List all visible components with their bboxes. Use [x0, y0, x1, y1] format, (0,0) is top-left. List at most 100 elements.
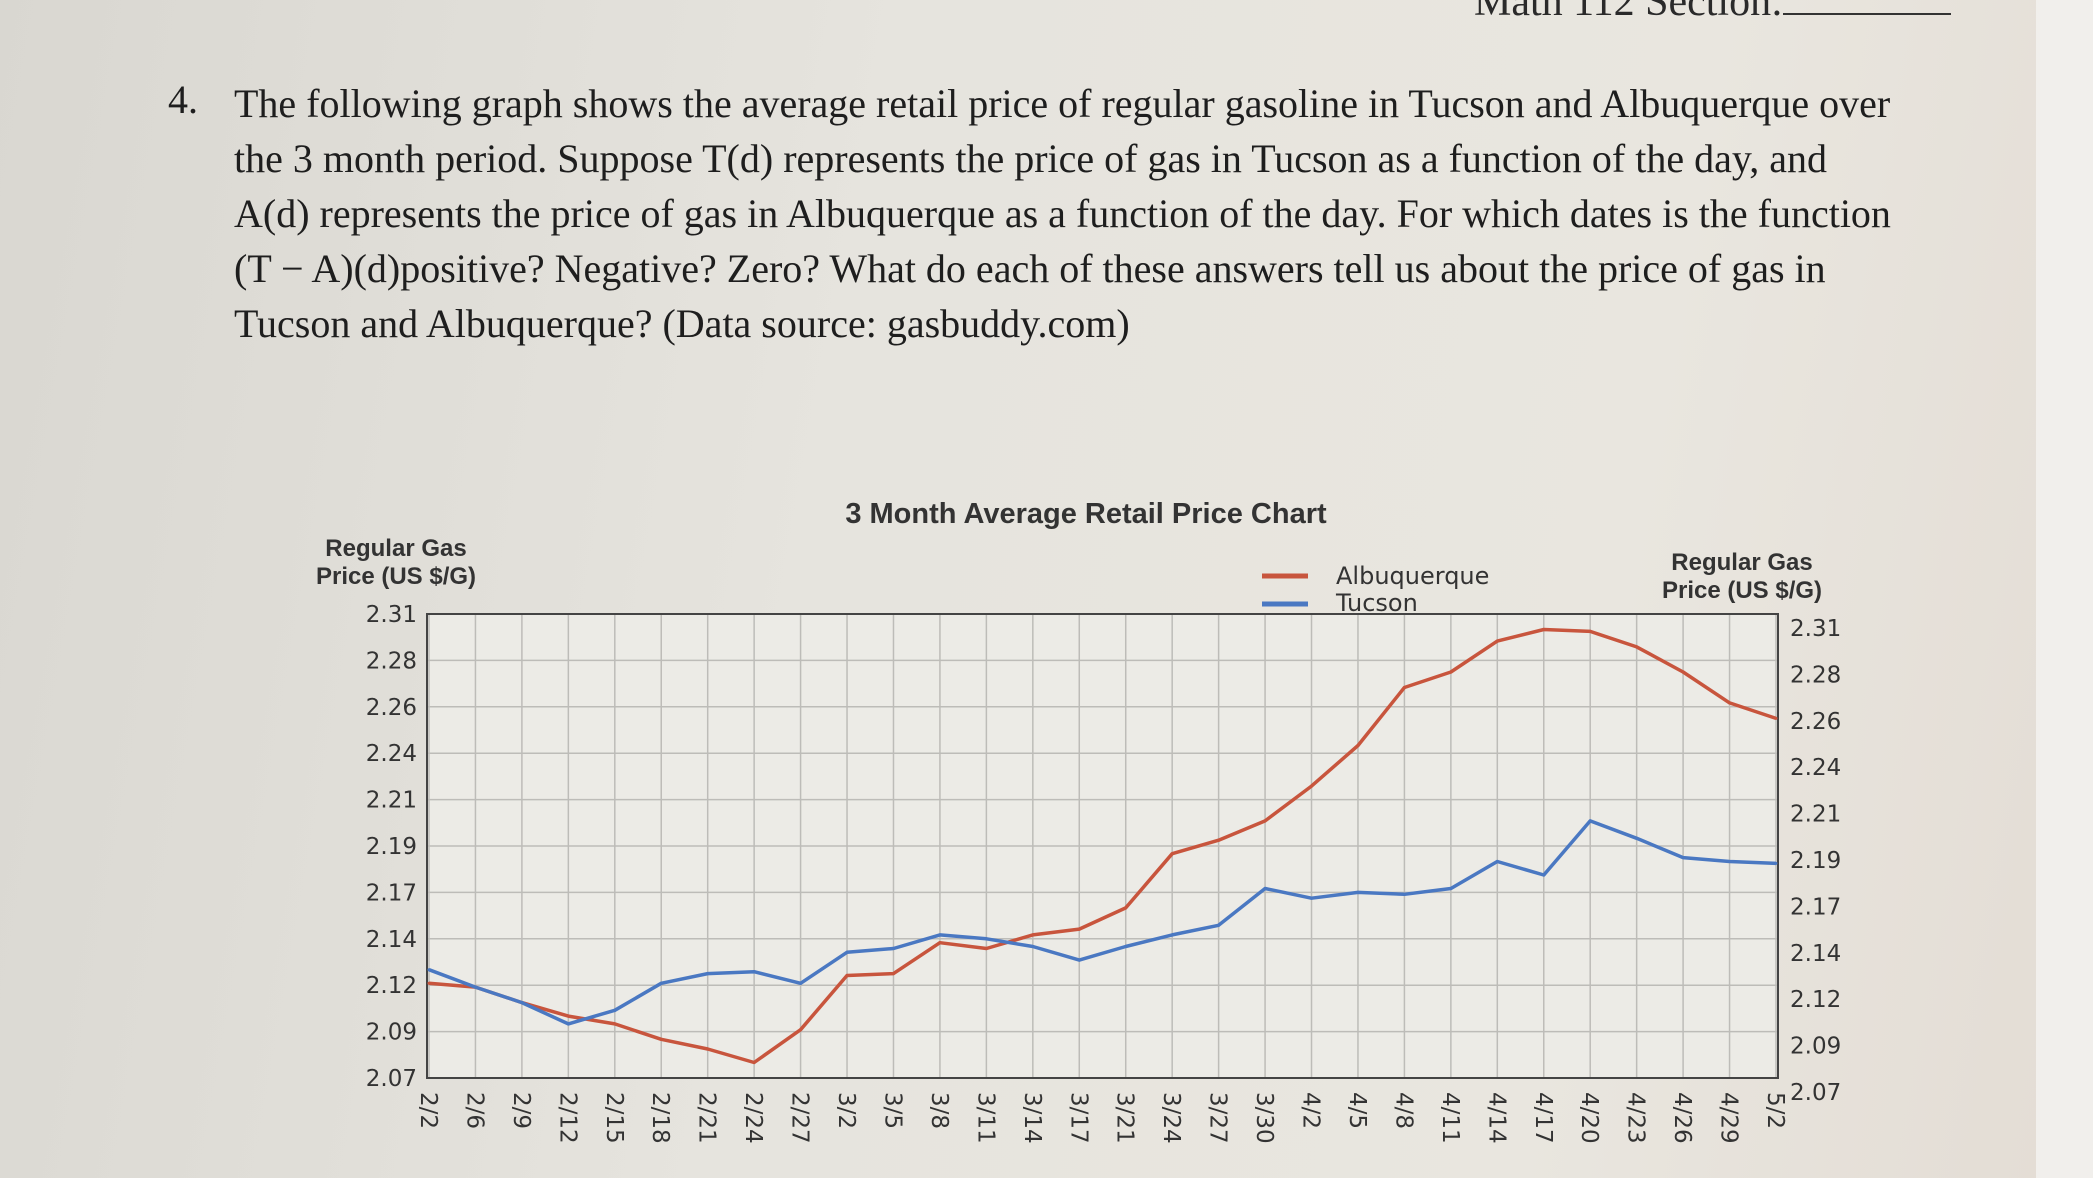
data-point-albuquerque	[1774, 716, 1778, 720]
data-point-albuquerque	[1402, 685, 1406, 689]
series-line-albuquerque	[428, 627, 1777, 1065]
right-y-tick-label: 2.07	[1790, 1080, 1841, 1106]
data-point-albuquerque	[1635, 645, 1639, 649]
left-y-tick-label: 2.14	[366, 927, 417, 953]
data-point-tucson	[1728, 859, 1732, 863]
legend-label-tucson: Tucson	[1335, 589, 1418, 617]
data-point-tucson	[613, 1008, 617, 1012]
data-point-tucson	[1588, 819, 1592, 823]
data-point-tucson	[1356, 890, 1360, 894]
data-point-albuquerque	[1588, 629, 1592, 633]
data-point-albuquerque	[752, 1061, 756, 1065]
x-tick-label: 2/15	[601, 1092, 627, 1144]
x-tick-label: 4/2	[1298, 1092, 1324, 1129]
question-line: (T − A)(d)positive? Negative? Zero? What…	[234, 246, 1826, 291]
x-tick-label: 2/12	[554, 1092, 580, 1144]
x-tick-label: 3/30	[1251, 1092, 1277, 1144]
data-point-tucson	[1402, 892, 1406, 896]
data-point-tucson	[706, 972, 710, 976]
x-tick-label: 2/6	[461, 1092, 487, 1129]
data-point-albuquerque	[1124, 906, 1128, 910]
data-point-tucson	[938, 933, 942, 937]
data-point-albuquerque	[845, 974, 849, 978]
question-line: the 3 month period. Suppose T(d) represe…	[234, 136, 1828, 181]
data-point-tucson	[1077, 958, 1081, 962]
section-label: Math 112 Section:	[1474, 0, 1783, 25]
data-point-tucson	[473, 985, 477, 989]
right-y-tick-label: 2.21	[1790, 802, 1841, 828]
data-point-tucson	[659, 981, 663, 985]
left-y-tick-label: 2.21	[366, 788, 417, 814]
x-tick-label: 4/5	[1344, 1092, 1370, 1129]
legend-label-albuquerque: Albuquerque	[1336, 562, 1489, 590]
right-y-tick-label: 2.26	[1790, 709, 1841, 735]
right-y-tick-label: 2.12	[1790, 987, 1841, 1013]
data-point-albuquerque	[1263, 819, 1267, 823]
data-point-tucson	[427, 968, 431, 972]
data-point-tucson	[1635, 836, 1639, 840]
right-y-tick-label: 2.09	[1790, 1034, 1841, 1060]
chart-title: 3 Month Average Retail Price Chart	[845, 498, 1327, 530]
data-point-albuquerque	[1495, 639, 1499, 643]
right-axis-label-line2: Price (US $/G)	[1662, 577, 1822, 604]
x-tick-label: 4/11	[1437, 1092, 1463, 1144]
page-edge	[2036, 0, 2093, 1178]
x-tick-label: 4/23	[1623, 1092, 1649, 1144]
left-y-tick-label: 2.09	[366, 1020, 417, 1046]
data-point-albuquerque	[1542, 627, 1546, 631]
x-tick-label: 3/24	[1158, 1092, 1184, 1144]
data-point-tucson	[1495, 859, 1499, 863]
right-axis-label-line1: Regular Gas	[1671, 549, 1812, 576]
x-tick-label: 2/2	[415, 1092, 441, 1129]
question-line: Tucson and Albuquerque? (Data source: ga…	[234, 301, 1130, 346]
data-point-tucson	[1217, 923, 1221, 927]
data-point-albuquerque	[566, 1014, 570, 1018]
x-tick-label: 4/17	[1530, 1092, 1556, 1144]
left-y-tick-label: 2.24	[366, 741, 417, 767]
left-axis-label-line1: Regular Gas	[325, 535, 466, 562]
data-point-tucson	[1263, 887, 1267, 891]
data-point-tucson	[1031, 945, 1035, 949]
data-point-tucson	[891, 946, 895, 950]
data-point-tucson	[984, 937, 988, 941]
series-line-tucson	[428, 819, 1777, 1026]
data-point-tucson	[1170, 933, 1174, 937]
data-point-albuquerque	[659, 1037, 663, 1041]
left-y-tick-label: 2.28	[366, 648, 417, 674]
data-point-albuquerque	[984, 946, 988, 950]
left-y-tick-label: 2.12	[366, 973, 417, 999]
right-y-tick-label: 2.14	[1790, 941, 1841, 967]
data-point-albuquerque	[1170, 852, 1174, 856]
left-y-tick-label: 2.07	[366, 1066, 417, 1092]
left-y-tick-label: 2.17	[366, 880, 417, 906]
right-y-tick-label: 2.24	[1790, 755, 1841, 781]
question-text: The following graph shows the average re…	[234, 76, 1954, 351]
data-point-tucson	[1124, 945, 1128, 949]
data-point-tucson	[752, 970, 756, 974]
x-tick-label: 3/5	[879, 1092, 905, 1129]
question-line: The following graph shows the average re…	[234, 81, 1891, 126]
data-point-albuquerque	[1310, 784, 1314, 788]
data-point-albuquerque	[799, 1028, 803, 1032]
data-point-albuquerque	[613, 1022, 617, 1026]
data-point-tucson	[799, 981, 803, 985]
x-tick-label: 4/8	[1390, 1092, 1416, 1129]
x-tick-label: 2/9	[508, 1092, 534, 1129]
data-point-tucson	[845, 950, 849, 954]
left-y-tick-label: 2.31	[366, 602, 417, 628]
question-number: 4.	[168, 77, 198, 122]
left-axis-label-line2: Price (US $/G)	[316, 563, 476, 590]
right-y-tick-label: 2.17	[1790, 894, 1841, 920]
section-header: Math 112 Section:	[1474, 0, 1951, 26]
x-tick-label: 2/21	[694, 1092, 720, 1144]
x-tick-label: 4/26	[1669, 1092, 1695, 1144]
x-tick-label: 2/27	[787, 1092, 813, 1144]
x-tick-label: 3/11	[972, 1092, 998, 1144]
data-point-tucson	[1681, 856, 1685, 860]
x-tick-label: 3/8	[926, 1092, 952, 1129]
data-point-albuquerque	[1077, 927, 1081, 931]
data-point-tucson	[1449, 887, 1453, 891]
data-point-albuquerque	[427, 981, 431, 985]
x-tick-label: 2/18	[647, 1092, 673, 1144]
